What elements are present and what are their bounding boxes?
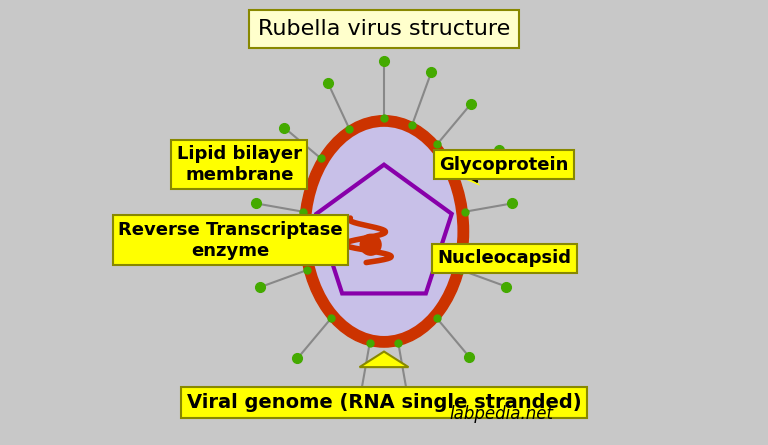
Polygon shape: [284, 220, 306, 256]
Text: Viral genome (RNA single stranded): Viral genome (RNA single stranded): [187, 393, 581, 412]
Text: labpedia.net: labpedia.net: [449, 405, 553, 423]
Text: Reverse Transcriptase
enzyme: Reverse Transcriptase enzyme: [118, 221, 343, 260]
Polygon shape: [316, 165, 452, 293]
Polygon shape: [462, 160, 480, 186]
Ellipse shape: [310, 127, 458, 336]
Polygon shape: [459, 251, 462, 270]
Polygon shape: [359, 352, 409, 367]
Circle shape: [359, 234, 382, 256]
Text: Lipid bilayer
membrane: Lipid bilayer membrane: [177, 145, 302, 184]
Text: Rubella virus structure: Rubella virus structure: [258, 19, 510, 39]
Ellipse shape: [300, 116, 468, 347]
Text: Glycoprotein: Glycoprotein: [439, 156, 569, 174]
Text: Nucleocapsid: Nucleocapsid: [437, 249, 571, 267]
